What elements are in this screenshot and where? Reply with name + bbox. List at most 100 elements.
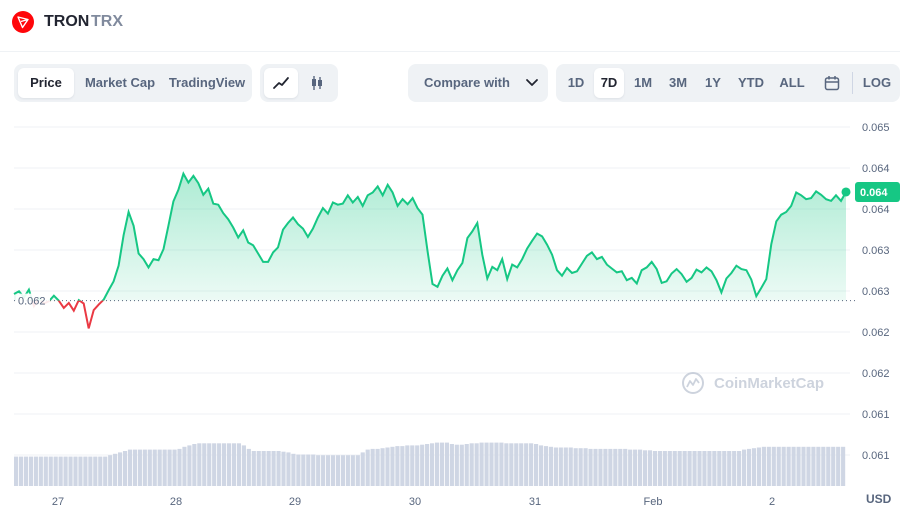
volume-bar	[375, 448, 380, 486]
volume-bar	[821, 446, 826, 486]
volume-bar	[23, 456, 29, 486]
baseline-label: 0.062	[18, 296, 46, 308]
volume-bar	[766, 446, 771, 486]
volume-bar	[385, 447, 390, 486]
volume-bar	[222, 443, 227, 486]
range-1m[interactable]: 1M	[633, 75, 653, 90]
volume-bar	[301, 454, 306, 486]
x-tick-label: 2	[769, 496, 775, 508]
volume-bar	[48, 456, 53, 486]
log-scale-button[interactable]: LOG	[862, 75, 892, 90]
volume-bar	[613, 448, 618, 486]
range-1d[interactable]: 1D	[567, 75, 585, 90]
volume-bar	[806, 446, 811, 486]
volume-bar	[682, 451, 687, 486]
volume-bar	[826, 446, 831, 486]
volume-bar	[776, 446, 781, 486]
volume-bar	[553, 447, 558, 486]
tab-price[interactable]: Price	[18, 68, 74, 98]
volume-bar	[167, 449, 172, 486]
volume-bar	[291, 453, 296, 486]
coin-name: TRON	[44, 13, 90, 30]
volume-bar	[177, 448, 182, 486]
volume-bar	[791, 446, 796, 486]
calendar-icon	[824, 76, 840, 91]
volume-bar	[172, 449, 177, 486]
line-chart-icon	[273, 77, 289, 89]
current-price-dot	[841, 187, 851, 197]
volume-bar	[568, 447, 573, 486]
volume-bar	[796, 446, 801, 486]
compare-dropdown[interactable]: Compare with	[408, 64, 548, 102]
volume-bar	[603, 448, 608, 486]
volume-bar	[425, 444, 430, 486]
volume-bar	[340, 455, 346, 486]
volume-bar	[662, 451, 667, 486]
volume-bar	[276, 451, 281, 486]
volume-bar	[33, 456, 38, 486]
tab-tradingview[interactable]: TradingView	[168, 75, 246, 90]
chevron-down-icon	[526, 79, 538, 86]
volume-bar	[132, 449, 138, 486]
volume-bar	[722, 451, 727, 486]
current-price-tag: 0.064	[855, 181, 900, 202]
volume-bar	[628, 449, 633, 486]
volume-bar	[28, 456, 34, 486]
volume-bar	[98, 456, 103, 486]
calendar-button[interactable]	[816, 68, 848, 98]
volume-bar	[751, 448, 757, 486]
y-tick-label: 0.061	[862, 409, 890, 421]
volume-bar	[563, 447, 568, 486]
volume-bar	[43, 456, 48, 486]
volume-bar	[667, 451, 672, 486]
volume-bar	[197, 443, 202, 486]
volume-bar	[742, 449, 747, 486]
volume-bar	[261, 451, 266, 486]
candlestick-button[interactable]	[300, 68, 334, 98]
volume-bar	[449, 444, 454, 486]
volume-bar	[281, 451, 286, 486]
volume-bar	[226, 443, 232, 486]
range-1y[interactable]: 1Y	[705, 75, 721, 90]
volume-bar	[811, 446, 816, 486]
volume-bar	[509, 443, 514, 486]
volume-bar	[147, 449, 152, 486]
volume-bar	[236, 443, 242, 486]
price-chart[interactable]: 0.065 0.064 0.064 0.063 0.063 0.062 0.062 0.061…	[0, 110, 900, 514]
volume-bar	[231, 443, 237, 486]
range-ytd[interactable]: YTD	[738, 75, 764, 90]
y-tick-label: 0.065	[862, 122, 890, 134]
divider	[852, 72, 853, 94]
volume-bar	[756, 447, 762, 486]
volume-bar	[841, 446, 846, 486]
volume-bar	[538, 445, 544, 486]
volume-bar	[494, 442, 499, 486]
volume-bar	[499, 442, 504, 486]
volume-bar	[390, 446, 395, 486]
line-chart-button[interactable]	[264, 68, 298, 98]
volume-bar	[335, 455, 341, 486]
range-3m[interactable]: 3M	[668, 75, 688, 90]
volume-bar	[370, 448, 375, 486]
volume-bar	[712, 451, 717, 486]
range-7d[interactable]: 7D	[594, 68, 624, 98]
volume-bar	[434, 442, 440, 486]
volume-bar	[464, 444, 469, 486]
range-all[interactable]: ALL	[779, 75, 805, 90]
volume-bar	[18, 456, 24, 486]
volume-bar	[727, 451, 732, 486]
volume-bar	[771, 446, 776, 486]
tab-market-cap[interactable]: Market Cap	[84, 75, 156, 90]
volume-bar	[365, 449, 370, 486]
volume-bar	[113, 453, 118, 486]
volume-bar	[330, 455, 336, 486]
volume-bar	[439, 442, 445, 486]
volume-bar	[306, 454, 311, 486]
volume-bar	[83, 456, 88, 486]
volume-bar	[558, 447, 563, 486]
volume-bar	[78, 456, 83, 486]
volume-bar	[14, 456, 19, 486]
volume-bar	[469, 443, 474, 486]
volume-bar	[732, 451, 737, 486]
volume-bar	[108, 455, 113, 486]
